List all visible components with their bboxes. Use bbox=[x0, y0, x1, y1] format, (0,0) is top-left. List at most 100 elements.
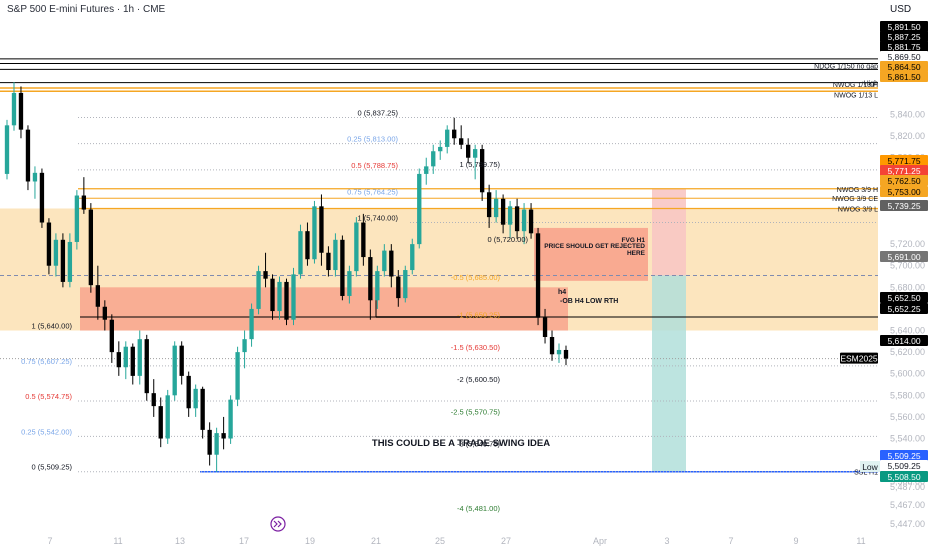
candle bbox=[389, 244, 394, 288]
price-tag bbox=[880, 41, 928, 52]
candle bbox=[340, 235, 345, 301]
candle-body bbox=[242, 339, 247, 353]
candle bbox=[186, 371, 191, 417]
y-tick-label: 5,840.00 bbox=[890, 110, 925, 120]
candle bbox=[312, 200, 317, 264]
candle-body bbox=[500, 198, 506, 225]
candle bbox=[221, 416, 226, 450]
y-tick-label: 5,700.00 bbox=[890, 261, 925, 271]
candle bbox=[228, 395, 233, 444]
candle bbox=[479, 144, 485, 201]
price-tag-bg bbox=[880, 71, 928, 82]
candle-body bbox=[298, 231, 303, 275]
candle bbox=[459, 125, 464, 150]
symbol-tag-bg bbox=[840, 352, 878, 364]
candle bbox=[472, 144, 478, 180]
price-tag-bg bbox=[880, 251, 928, 262]
candle-body bbox=[312, 206, 317, 260]
candle bbox=[249, 303, 254, 347]
y-tick-label: 5,540.00 bbox=[890, 434, 925, 444]
low-tag-text: Low bbox=[862, 462, 878, 472]
trade-idea-annotation: THIS COULD BE A TRADE SWING IDEA bbox=[372, 438, 550, 449]
price-tag-text: 5,652.50 bbox=[887, 293, 920, 303]
candle-body bbox=[18, 92, 24, 130]
price-tag-bg bbox=[880, 186, 928, 197]
candle bbox=[298, 224, 303, 279]
y-tick-label: 5,487.00 bbox=[890, 482, 925, 492]
ob-zone bbox=[80, 287, 568, 331]
candle bbox=[123, 341, 128, 380]
level-label: NWOG 3/9 H bbox=[837, 187, 878, 194]
candle bbox=[500, 194, 506, 234]
candle bbox=[172, 341, 177, 401]
candle bbox=[4, 119, 10, 180]
candle-body bbox=[263, 271, 268, 279]
y-tick-label: 5,680.00 bbox=[890, 282, 925, 292]
candle-body bbox=[396, 276, 401, 299]
candle-body bbox=[410, 244, 415, 271]
candle bbox=[466, 138, 471, 164]
fib-label-left: 0.25 (5,542.00) bbox=[21, 427, 72, 436]
candle bbox=[102, 300, 107, 331]
price-tag bbox=[880, 186, 928, 197]
candle bbox=[535, 227, 541, 326]
y-tick-label: 5,447.00 bbox=[890, 519, 925, 529]
candle bbox=[137, 330, 142, 385]
candle bbox=[354, 217, 359, 277]
replay-icon bbox=[270, 516, 286, 532]
fib-label-mid: 0.75 (5,764.25) bbox=[347, 187, 398, 196]
candle bbox=[382, 244, 387, 277]
x-tick-label: 11 bbox=[113, 536, 122, 546]
candle-body bbox=[472, 149, 478, 158]
candle bbox=[361, 213, 366, 266]
candle bbox=[410, 238, 415, 275]
candle-body bbox=[466, 144, 471, 158]
candle-body bbox=[67, 241, 73, 282]
candle-body bbox=[542, 317, 548, 337]
h4-label: h4 bbox=[558, 289, 566, 296]
candle-body bbox=[179, 345, 184, 376]
candle bbox=[514, 198, 520, 239]
x-tick-label: 19 bbox=[305, 536, 315, 546]
candle-body bbox=[165, 395, 170, 439]
candle bbox=[333, 233, 338, 277]
price-tag-bg bbox=[880, 165, 928, 176]
candle bbox=[368, 249, 373, 320]
x-tick-label: 9 bbox=[793, 536, 798, 546]
candle bbox=[284, 278, 289, 326]
price-tag-bg bbox=[880, 41, 928, 52]
price-tag-text: 5,614.00 bbox=[887, 336, 920, 346]
candle bbox=[25, 125, 31, 191]
price-tag-bg bbox=[880, 31, 928, 42]
fib-label-left: 0 (5,509.25) bbox=[32, 463, 73, 472]
candle-body bbox=[123, 346, 128, 368]
candle-body bbox=[172, 345, 177, 396]
price-tag-text: 5,861.50 bbox=[887, 72, 920, 82]
candle-body bbox=[151, 393, 156, 407]
candle bbox=[200, 386, 205, 439]
price-tag-bg bbox=[880, 61, 928, 72]
replay-icon-circle bbox=[270, 516, 286, 532]
level-label: High bbox=[864, 81, 879, 88]
candle-body bbox=[535, 233, 541, 318]
price-tag-bg bbox=[880, 155, 928, 166]
candle bbox=[549, 330, 555, 361]
candle-body bbox=[521, 209, 527, 232]
price-tag bbox=[880, 31, 928, 42]
price-tag bbox=[880, 61, 928, 72]
price-tag bbox=[880, 200, 928, 211]
price-tag bbox=[880, 251, 928, 262]
candle-body bbox=[39, 172, 45, 223]
candle-body bbox=[514, 206, 520, 232]
candle bbox=[46, 218, 52, 275]
fib-label-right: -2.5 (5,570.75) bbox=[451, 407, 501, 416]
candle-body bbox=[291, 274, 296, 320]
price-tag bbox=[880, 335, 928, 346]
fib-label-left: 0.5 (5,574.75) bbox=[25, 392, 72, 401]
price-tag-text: 5,753.00 bbox=[887, 187, 920, 197]
candle-body bbox=[158, 406, 163, 439]
candle-body bbox=[563, 349, 569, 359]
candle-body bbox=[60, 239, 66, 282]
